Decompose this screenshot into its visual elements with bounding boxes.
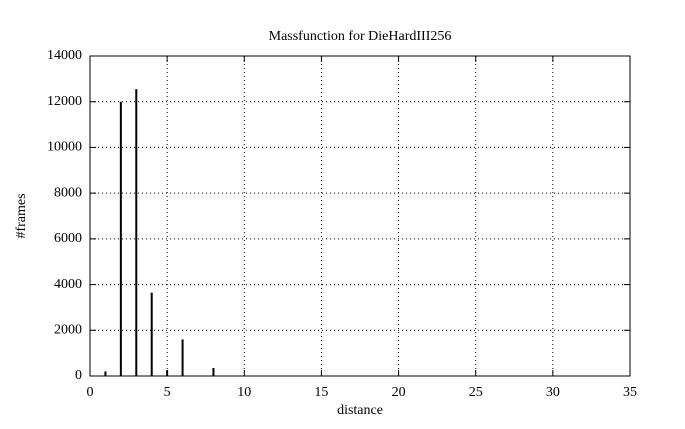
y-tick-label: 10000 (47, 140, 82, 155)
x-tick-label: 5 (164, 385, 171, 400)
x-axis-label: distance (337, 403, 383, 418)
plot-frame (89, 55, 631, 377)
x-tick-label: 10 (237, 385, 251, 400)
x-tick-label: 35 (623, 385, 637, 400)
y-tick-label: 4000 (54, 277, 82, 292)
y-tick-label: 2000 (54, 323, 82, 338)
x-tick-label: 15 (314, 385, 328, 400)
y-tick-label: 6000 (54, 231, 82, 246)
chart-title: Massfunction for DieHardIII256 (269, 29, 452, 44)
y-tick-label: 14000 (47, 48, 82, 63)
y-tick-label: 0 (75, 368, 82, 383)
x-tick-label: 0 (87, 385, 94, 400)
x-tick-label: 30 (546, 385, 560, 400)
y-tick-label: 12000 (47, 94, 82, 109)
x-tick-label: 20 (392, 385, 406, 400)
x-tick-label: 25 (469, 385, 483, 400)
y-tick-label: 8000 (54, 185, 82, 200)
y-axis-label: #frames (14, 193, 29, 238)
